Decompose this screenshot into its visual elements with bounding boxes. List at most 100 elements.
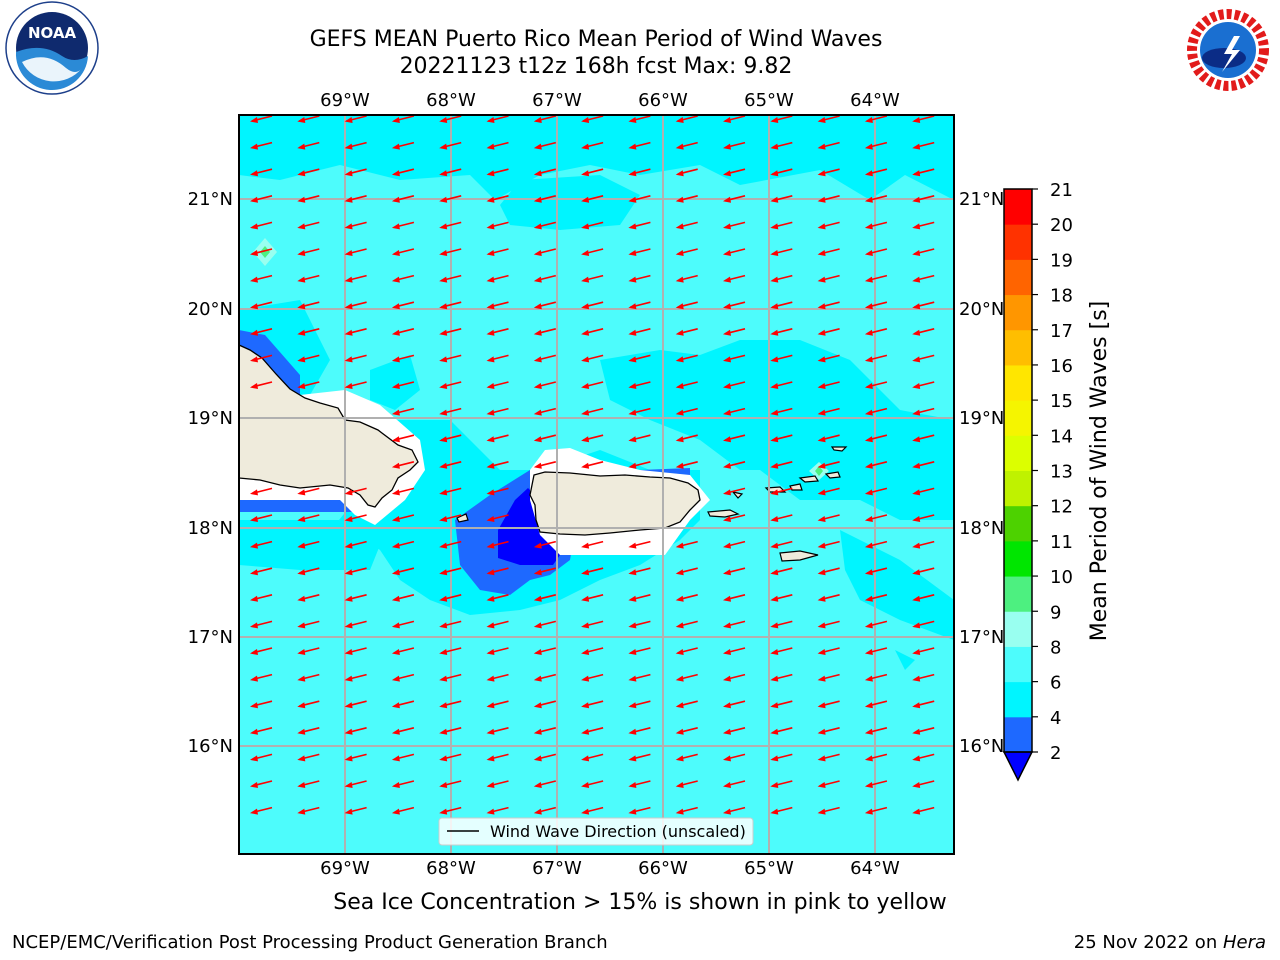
wave-direction-arrow bbox=[628, 381, 651, 389]
wave-direction-arrow bbox=[817, 753, 840, 762]
wave-direction-arrow bbox=[817, 700, 840, 709]
lon-tick-label: 65°W bbox=[744, 858, 794, 879]
wave-direction-arrow bbox=[486, 620, 509, 629]
wave-direction-arrow bbox=[533, 540, 556, 549]
wave-direction-arrow bbox=[344, 168, 367, 177]
colorbar-segment bbox=[1004, 294, 1032, 331]
lon-tick-label: 67°W bbox=[532, 858, 582, 879]
wave-direction-arrow bbox=[533, 115, 556, 123]
wave-direction-arrow bbox=[675, 727, 698, 735]
wave-direction-arrow bbox=[250, 514, 273, 522]
wave-direction-arrow bbox=[675, 753, 698, 762]
wave-direction-arrow bbox=[912, 780, 935, 788]
wave-direction-arrow bbox=[864, 407, 888, 416]
lon-tick-label: 68°W bbox=[426, 858, 476, 879]
wave-direction-arrow bbox=[297, 301, 320, 310]
wave-direction-arrow bbox=[770, 780, 793, 788]
wave-direction-arrow bbox=[817, 407, 840, 416]
wave-direction-arrow bbox=[675, 195, 698, 203]
wave-direction-arrow bbox=[770, 115, 793, 123]
wave-direction-arrow bbox=[628, 567, 651, 576]
wave-direction-arrow bbox=[533, 301, 556, 310]
wave-direction-arrow bbox=[391, 221, 415, 230]
wave-direction-arrow bbox=[581, 381, 604, 389]
wave-direction-arrow bbox=[912, 647, 935, 655]
wave-direction-arrow bbox=[581, 461, 604, 469]
wave-direction-arrow bbox=[675, 221, 698, 230]
wave-direction-arrow bbox=[864, 434, 888, 443]
wave-direction-arrow bbox=[723, 195, 746, 203]
wave-direction-arrow bbox=[391, 141, 415, 150]
colorbar-tick-label: 4 bbox=[1050, 708, 1061, 729]
wave-direction-arrow bbox=[581, 727, 604, 735]
wave-direction-arrow bbox=[250, 806, 273, 815]
wave-direction-arrow bbox=[770, 407, 793, 416]
colorbar-tick-label: 6 bbox=[1050, 673, 1061, 694]
wave-direction-arrow bbox=[770, 141, 793, 150]
wave-direction-arrow bbox=[817, 487, 840, 496]
wave-direction-arrow bbox=[817, 328, 840, 336]
wave-direction-arrow bbox=[344, 487, 367, 496]
wave-direction-arrow bbox=[770, 567, 793, 576]
wave-direction-arrow bbox=[250, 540, 273, 549]
legend-label: Wind Wave Direction (unscaled) bbox=[490, 822, 746, 841]
wave-direction-arrow bbox=[344, 567, 367, 576]
wave-direction-arrow bbox=[533, 141, 556, 150]
wave-direction-arrow bbox=[533, 195, 556, 203]
wave-direction-arrow bbox=[675, 301, 698, 310]
wave-direction-arrow bbox=[864, 487, 888, 496]
wave-direction-arrow bbox=[628, 594, 651, 602]
wave-direction-arrow bbox=[439, 434, 462, 443]
lat-tick-label: 21°N bbox=[188, 189, 233, 210]
wave-direction-arrow bbox=[912, 514, 935, 522]
colorbar-segment bbox=[1004, 716, 1032, 753]
wave-direction-arrow bbox=[297, 567, 320, 576]
wave-direction-arrow bbox=[912, 594, 935, 602]
wave-direction-arrow bbox=[486, 567, 509, 576]
wave-direction-arrow bbox=[581, 248, 604, 256]
wave-direction-arrow bbox=[250, 274, 273, 283]
wave-direction-arrow bbox=[581, 434, 604, 443]
colorbar-segment bbox=[1004, 611, 1032, 647]
colorbar-tick-label: 12 bbox=[1050, 497, 1073, 518]
chart-title: GEFS MEAN Puerto Rico Mean Period of Win… bbox=[309, 27, 883, 52]
wave-direction-arrow bbox=[391, 753, 415, 762]
wave-direction-arrow bbox=[297, 141, 320, 150]
wave-direction-arrow bbox=[297, 168, 320, 177]
wave-direction-arrow bbox=[817, 806, 840, 815]
wave-direction-arrow bbox=[912, 461, 935, 469]
wave-direction-arrow bbox=[344, 673, 367, 682]
wave-direction-arrow bbox=[675, 274, 698, 283]
wave-direction-arrow bbox=[297, 647, 320, 655]
wave-direction-arrow bbox=[486, 673, 509, 682]
wave-direction-arrow bbox=[486, 407, 509, 416]
wave-direction-arrow bbox=[817, 540, 840, 549]
colorbar-segment bbox=[1004, 259, 1032, 296]
wave-direction-arrow bbox=[533, 753, 556, 762]
wave-direction-arrow bbox=[770, 301, 793, 310]
wave-direction-arrow bbox=[581, 221, 604, 230]
wave-direction-arrow bbox=[344, 274, 367, 283]
wave-direction-arrow bbox=[297, 115, 320, 123]
lat-tick-label: 20°N bbox=[959, 299, 1004, 320]
wave-direction-arrow bbox=[250, 673, 273, 682]
wave-direction-arrow bbox=[864, 594, 888, 602]
wave-direction-arrow bbox=[817, 195, 840, 203]
wave-direction-arrow bbox=[391, 354, 415, 363]
wave-direction-arrow bbox=[723, 434, 746, 443]
wave-direction-arrow bbox=[770, 381, 793, 389]
wave-direction-arrow bbox=[344, 141, 367, 150]
wave-direction-arrow bbox=[864, 381, 888, 389]
wave-direction-arrow bbox=[486, 301, 509, 310]
wave-direction-arrow bbox=[439, 141, 462, 150]
wave-direction-arrow bbox=[770, 221, 793, 230]
wave-direction-arrow bbox=[439, 168, 462, 177]
wave-direction-arrow bbox=[533, 647, 556, 655]
wave-direction-arrow bbox=[297, 514, 320, 522]
wave-direction-arrow bbox=[486, 274, 509, 283]
wave-direction-arrow bbox=[817, 594, 840, 602]
wave-direction-arrow bbox=[912, 168, 935, 177]
wave-direction-arrow bbox=[723, 780, 746, 788]
wave-direction-arrow bbox=[297, 328, 320, 336]
wave-direction-arrow bbox=[391, 487, 415, 496]
